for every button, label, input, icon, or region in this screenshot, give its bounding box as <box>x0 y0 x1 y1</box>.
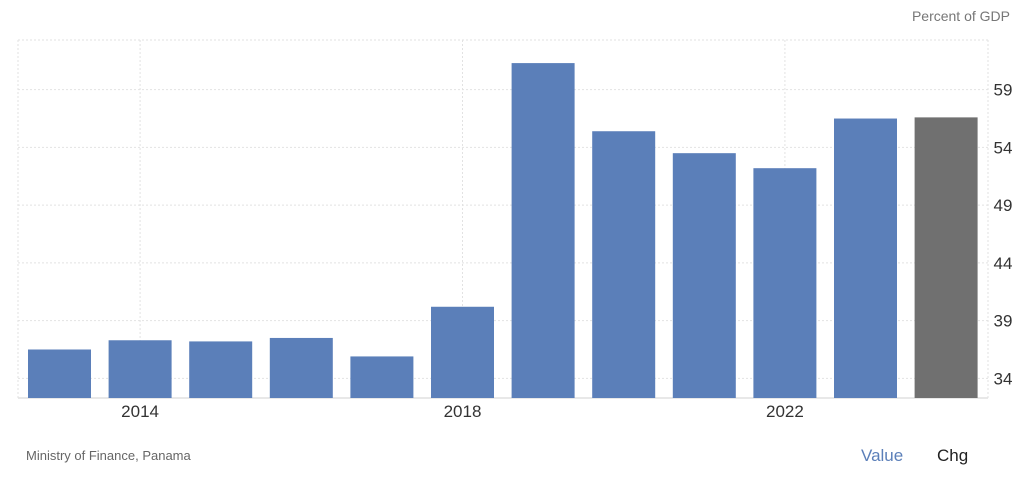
bar <box>914 117 978 398</box>
bar <box>350 356 414 398</box>
bar <box>511 63 575 399</box>
bar <box>189 341 253 398</box>
y-tick-label: 49 <box>994 196 1013 215</box>
bar <box>28 349 91 398</box>
source-link[interactable]: Ministry of Finance, Panama <box>26 448 191 463</box>
x-tick-label: 2022 <box>766 402 804 421</box>
y-tick-label: 44 <box>994 254 1013 273</box>
y-tick-label: 59 <box>994 81 1013 100</box>
value-toggle[interactable]: Value <box>861 446 904 465</box>
y-tick-label: 34 <box>994 369 1013 388</box>
x-tick-label: 2014 <box>121 402 159 421</box>
bar <box>592 131 656 399</box>
bar <box>834 118 897 399</box>
bar <box>672 153 736 398</box>
chart-svg: 34 39 44 49 54 59 2014 2018 2022 <box>17 39 1013 421</box>
y-tick-label: 54 <box>994 138 1013 157</box>
x-tick-label: 2018 <box>444 402 482 421</box>
bar <box>431 306 494 398</box>
chart-area: 34 39 44 49 54 59 2014 2018 2022 <box>17 39 1013 421</box>
unit-label: Percent of GDP <box>911 8 1010 24</box>
bar <box>108 340 172 398</box>
bar <box>269 337 333 398</box>
bar <box>753 168 817 398</box>
chg-toggle[interactable]: Chg <box>937 446 969 465</box>
y-tick-label: 39 <box>994 312 1013 331</box>
